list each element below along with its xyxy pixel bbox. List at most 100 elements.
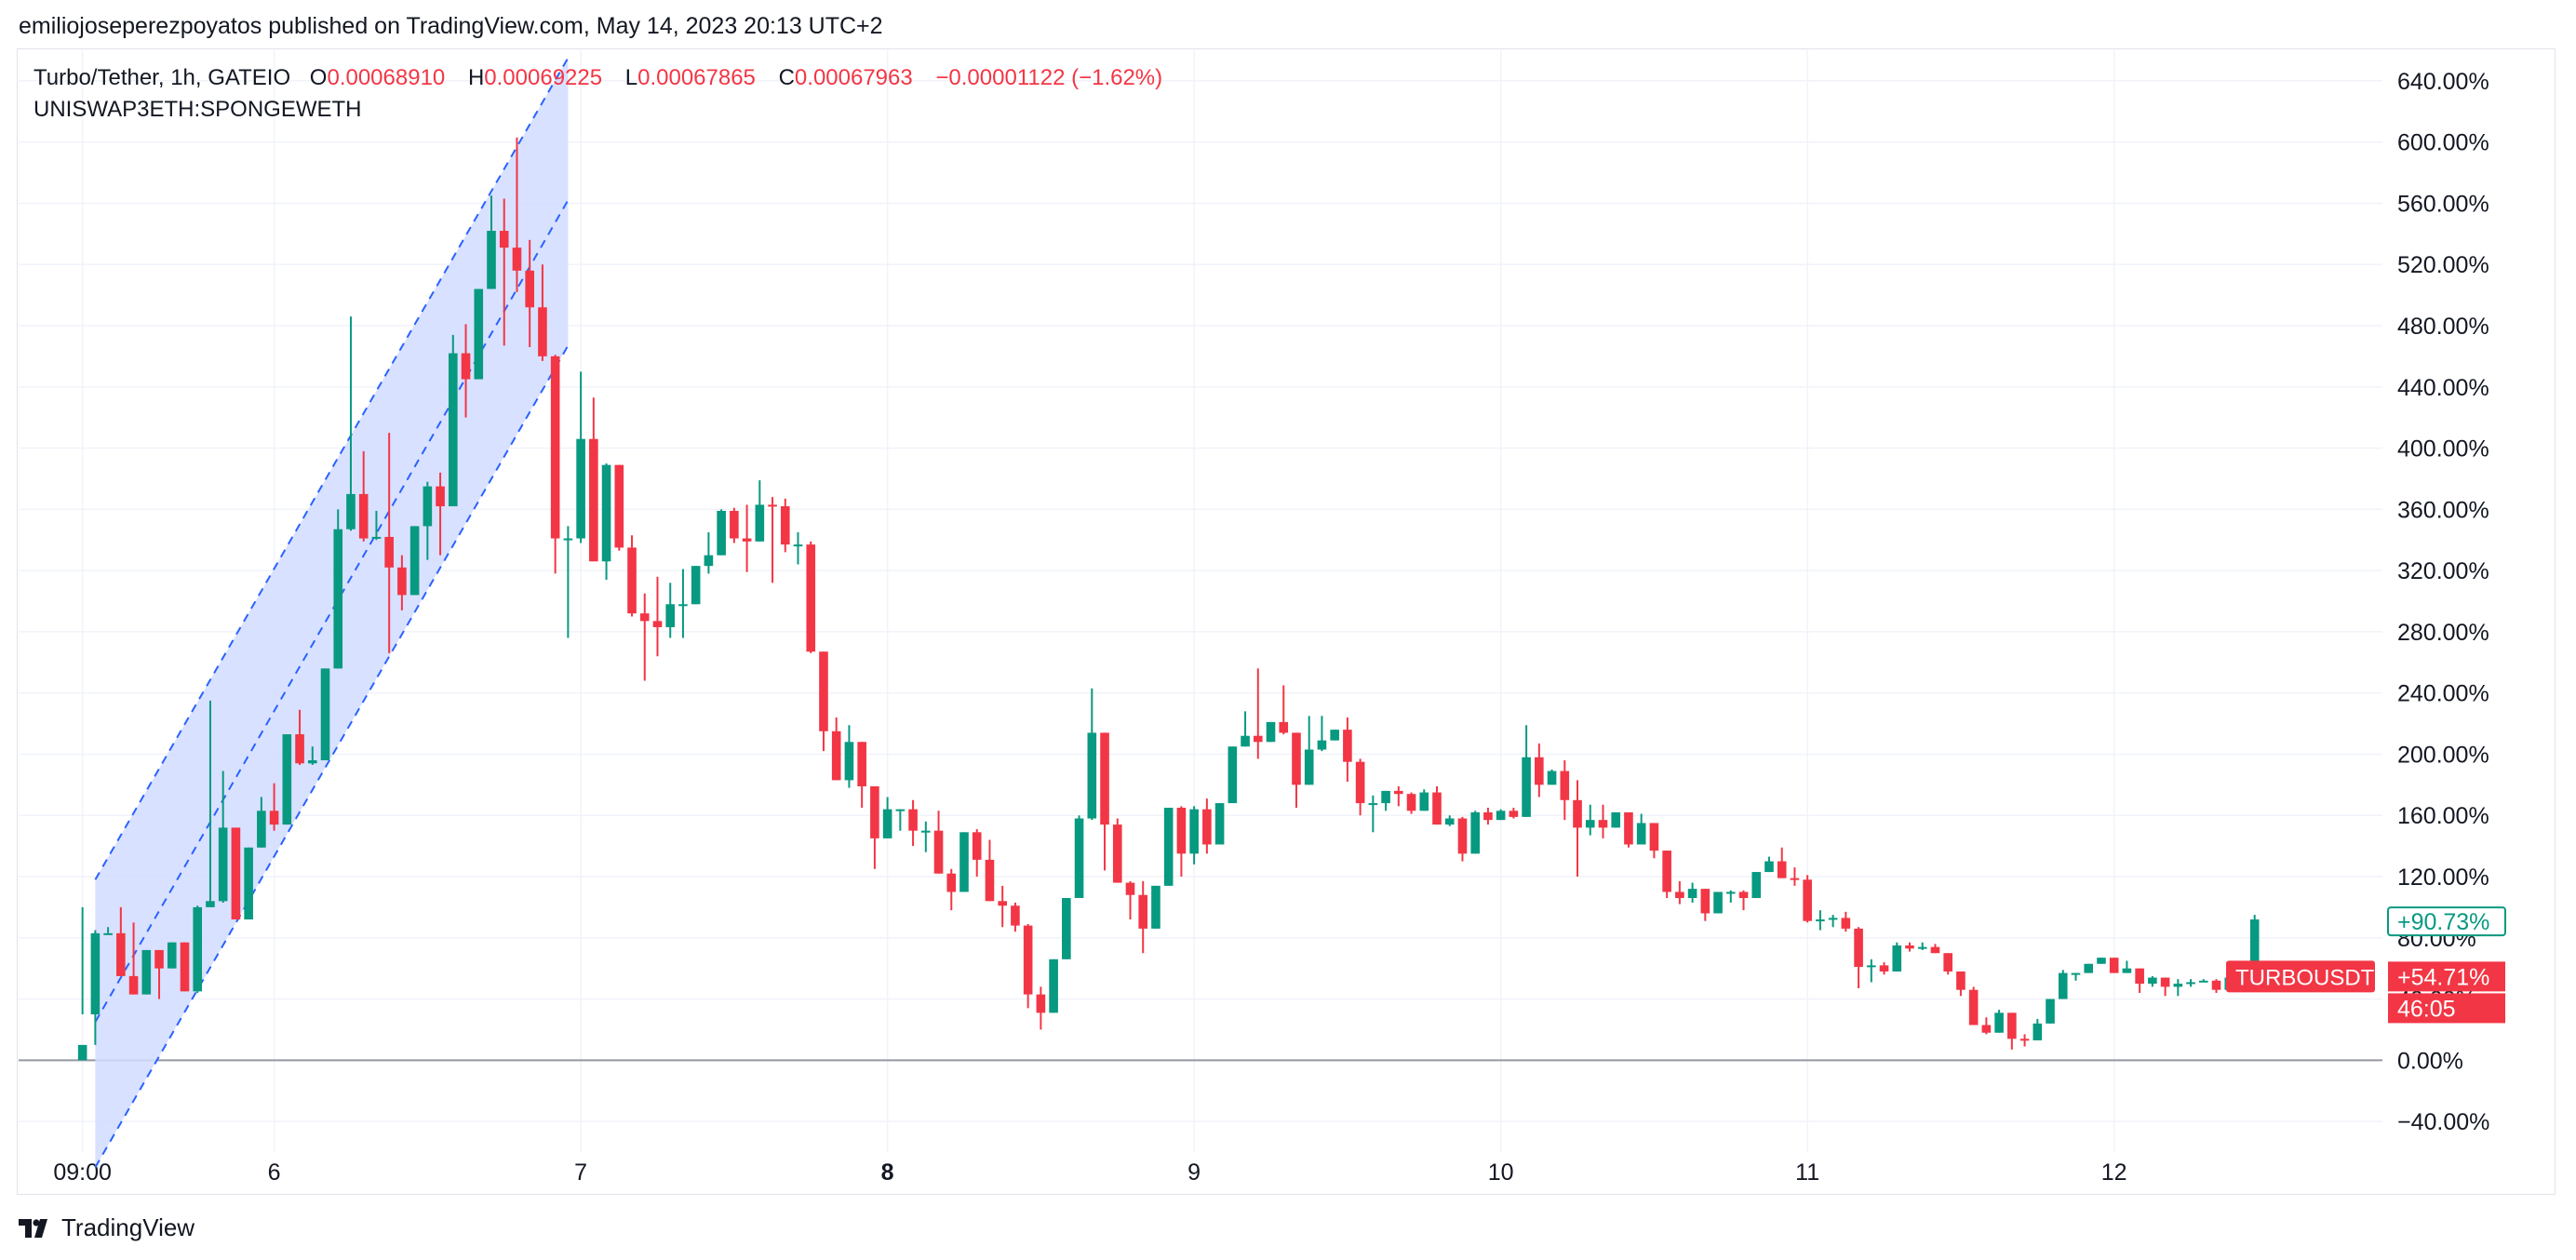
candle-body <box>2211 980 2221 990</box>
candle-body <box>409 526 420 596</box>
legend-close-label: C <box>778 65 795 90</box>
candle-body <box>1560 771 1570 800</box>
x-tick-label: 09:00 <box>53 1159 112 1186</box>
candle-body <box>2084 963 2094 973</box>
y-tick-label: 160.00% <box>2397 803 2489 829</box>
candle-body <box>2186 982 2195 985</box>
candle-body <box>1854 928 1863 968</box>
candle-body <box>231 827 241 920</box>
candle-body <box>1764 861 1774 873</box>
candle-body <box>1483 811 1493 821</box>
candle-body <box>90 932 101 1014</box>
candle-body <box>1624 811 1633 845</box>
legend-low-value: 0.00067865 <box>637 65 756 90</box>
candle-body <box>1981 1025 1992 1033</box>
candle-body <box>499 231 509 248</box>
candle-body <box>998 901 1007 906</box>
candle-body <box>1867 965 1876 968</box>
candle-body <box>1266 721 1276 743</box>
candle-body <box>678 604 688 607</box>
price-tag-text: +54.71% <box>2397 964 2489 990</box>
candle-body <box>2109 958 2119 973</box>
candle-body <box>1100 732 1109 825</box>
legend-symbol[interactable]: Turbo/Tether, 1h, GATEIO <box>34 65 291 90</box>
candle-body <box>576 438 585 539</box>
candle-body <box>2173 984 2183 987</box>
candle-body <box>320 668 330 761</box>
candle-body <box>1611 811 1621 828</box>
candle-body <box>1011 905 1020 926</box>
symbol-name-tag-text: TURBOUSDT <box>2235 965 2375 990</box>
candle-body <box>1687 889 1697 899</box>
candle-body <box>1355 761 1365 804</box>
candle-body <box>589 438 598 562</box>
compare-symbol-legend[interactable]: UNISWAP3ETH:SPONGEWETH <box>34 97 362 122</box>
footer-branding[interactable]: TradingView <box>19 1213 195 1242</box>
candle-body <box>1917 946 1927 949</box>
candle-body <box>1943 953 1952 972</box>
channel-upper-line <box>94 57 570 880</box>
candle-body <box>819 651 828 731</box>
candle-body <box>2097 958 2106 964</box>
candle-body <box>1151 885 1161 929</box>
y-tick-label: 640.00% <box>2397 69 2489 95</box>
candle-body <box>1138 894 1148 929</box>
candle-body <box>525 270 534 308</box>
candle-body <box>154 949 164 969</box>
y-tick-label: 520.00% <box>2397 252 2489 278</box>
candle-body <box>1241 735 1250 747</box>
chart-frame <box>17 48 2556 1195</box>
candle-body <box>2249 919 2260 963</box>
candle-body <box>423 486 433 527</box>
y-tick-label: 0.00% <box>2397 1048 2463 1074</box>
y-tick-label: 280.00% <box>2397 620 2489 646</box>
candle-body <box>358 493 369 539</box>
candle-body <box>1675 891 1684 899</box>
candle-body <box>1074 818 1084 899</box>
candle-body <box>1419 792 1429 811</box>
legend-high-value: 0.00069225 <box>484 65 603 90</box>
last-price-tag <box>2387 906 2506 937</box>
y-tick-label: 120.00% <box>2397 865 2489 891</box>
candle-body <box>1509 811 1519 817</box>
candle-body <box>1381 790 1390 804</box>
candle-body <box>1828 918 1838 920</box>
candle-body <box>831 731 841 781</box>
price-tag-text: 46:05 <box>2397 996 2456 1022</box>
candle-body <box>959 832 969 892</box>
y-tick-label: 240.00% <box>2397 681 2489 707</box>
candle-body <box>2046 999 2055 1024</box>
legend-open-value: 0.00068910 <box>327 65 446 90</box>
y-tick-label: 200.00% <box>2397 742 2489 768</box>
candle-body <box>1751 872 1762 899</box>
candle-body <box>1522 757 1531 817</box>
candle-body <box>1547 771 1557 785</box>
candle-body <box>1036 994 1046 1013</box>
candle-body <box>1905 945 1914 949</box>
legend-low-label: L <box>624 65 638 90</box>
candle-body <box>1253 735 1263 743</box>
candle-body <box>601 464 611 562</box>
x-tick-label: 7 <box>574 1159 587 1186</box>
y-tick-label: 600.00% <box>2397 130 2489 156</box>
footer-brand-text: TradingView <box>61 1213 195 1241</box>
candle-body <box>627 547 637 614</box>
candle-body <box>1535 757 1544 785</box>
candle-body <box>538 307 547 356</box>
candle-body <box>282 734 292 825</box>
last-price-tag-text: +90.73% <box>2397 909 2489 935</box>
candle-body <box>128 975 139 995</box>
candle-body <box>755 504 765 542</box>
candle-body <box>1968 989 1979 1025</box>
candle-body <box>141 949 152 995</box>
candle-body <box>1214 803 1225 845</box>
y-tick-label: 560.00% <box>2397 191 2489 217</box>
candle-body <box>1879 965 1889 972</box>
x-tick-label: 9 <box>1187 1159 1201 1186</box>
candle-body <box>1368 803 1378 806</box>
candle-body <box>806 544 816 652</box>
candle-body <box>1189 809 1199 854</box>
candle-body <box>1330 730 1339 741</box>
candle-body <box>1585 820 1595 828</box>
